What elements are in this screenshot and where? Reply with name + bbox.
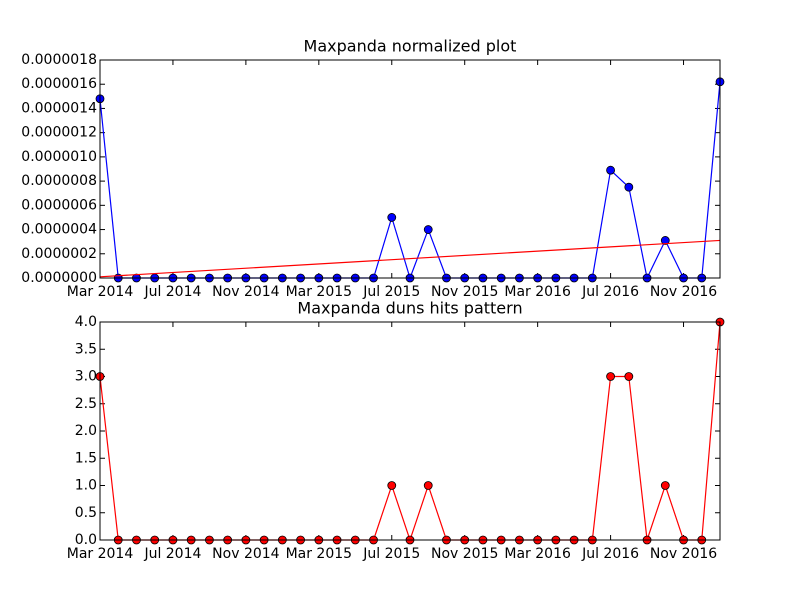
y-tick-label: 1.5 (75, 450, 97, 466)
point (387, 213, 397, 222)
x-tick-label: Nov 2014 (212, 284, 279, 300)
y-tick-label: 2.0 (75, 423, 97, 439)
y-tick-label: 2.5 (75, 396, 97, 412)
x-tick-label: Nov 2015 (431, 284, 498, 300)
y-tick-label: 0.0000016 (21, 76, 97, 92)
x-tick-label: Nov 2014 (212, 546, 279, 562)
chart-title: Maxpanda normalized plot (304, 37, 517, 56)
y-tick-label: 0.0000012 (21, 125, 97, 141)
x-tick-label: Mar 2015 (286, 284, 353, 300)
y-tick-label: 0.0000000 (21, 270, 97, 286)
x-tick-label: Mar 2016 (504, 546, 571, 562)
point (624, 372, 634, 381)
x-tick-label: Jul 2014 (143, 546, 201, 562)
x-tick-label: Mar 2014 (67, 546, 134, 562)
y-tick-label: 0.0000006 (21, 197, 97, 213)
x-tick-label: Nov 2015 (431, 546, 498, 562)
x-tick-label: Nov 2016 (650, 546, 717, 562)
x-tick-label: Nov 2016 (650, 284, 717, 300)
point (387, 481, 397, 490)
point (423, 225, 433, 234)
y-tick-label: 1.0 (75, 478, 97, 494)
x-tick-label: Mar 2016 (504, 284, 571, 300)
y-tick-label: 0.0000014 (21, 100, 97, 116)
x-tick-label: Jul 2015 (362, 284, 420, 300)
y-tick-label: 0.0000004 (21, 222, 97, 238)
y-tick-label: 0.0000008 (21, 173, 97, 189)
y-tick-label: 3.5 (75, 341, 97, 357)
y-tick-label: 0.0000018 (21, 52, 97, 68)
plot-frame (99, 59, 721, 279)
point (423, 481, 433, 490)
point (606, 165, 615, 175)
series-line (99, 321, 721, 542)
point (606, 372, 615, 381)
series-line (99, 239, 721, 278)
y-tick-label: 4.0 (75, 314, 97, 330)
x-tick-label: Mar 2014 (67, 284, 134, 300)
y-tick-label: 0.0 (75, 532, 97, 548)
x-tick-label: Jul 2016 (581, 284, 639, 300)
plot-frame (99, 321, 721, 541)
chart-title: Maxpanda duns hits pattern (297, 299, 522, 318)
y-tick-label: 0.0000002 (21, 246, 97, 262)
point (660, 481, 670, 490)
x-tick-label: Jul 2016 (581, 546, 639, 562)
y-tick-label: 0.0000010 (21, 149, 97, 165)
point (660, 236, 670, 245)
series-line (99, 81, 721, 280)
x-tick-label: Jul 2015 (362, 546, 420, 562)
x-tick-label: Jul 2014 (143, 284, 201, 300)
y-tick-label: 3.0 (75, 369, 97, 385)
point (624, 182, 634, 192)
x-tick-label: Mar 2015 (286, 546, 353, 562)
y-tick-label: 0.5 (75, 505, 97, 521)
